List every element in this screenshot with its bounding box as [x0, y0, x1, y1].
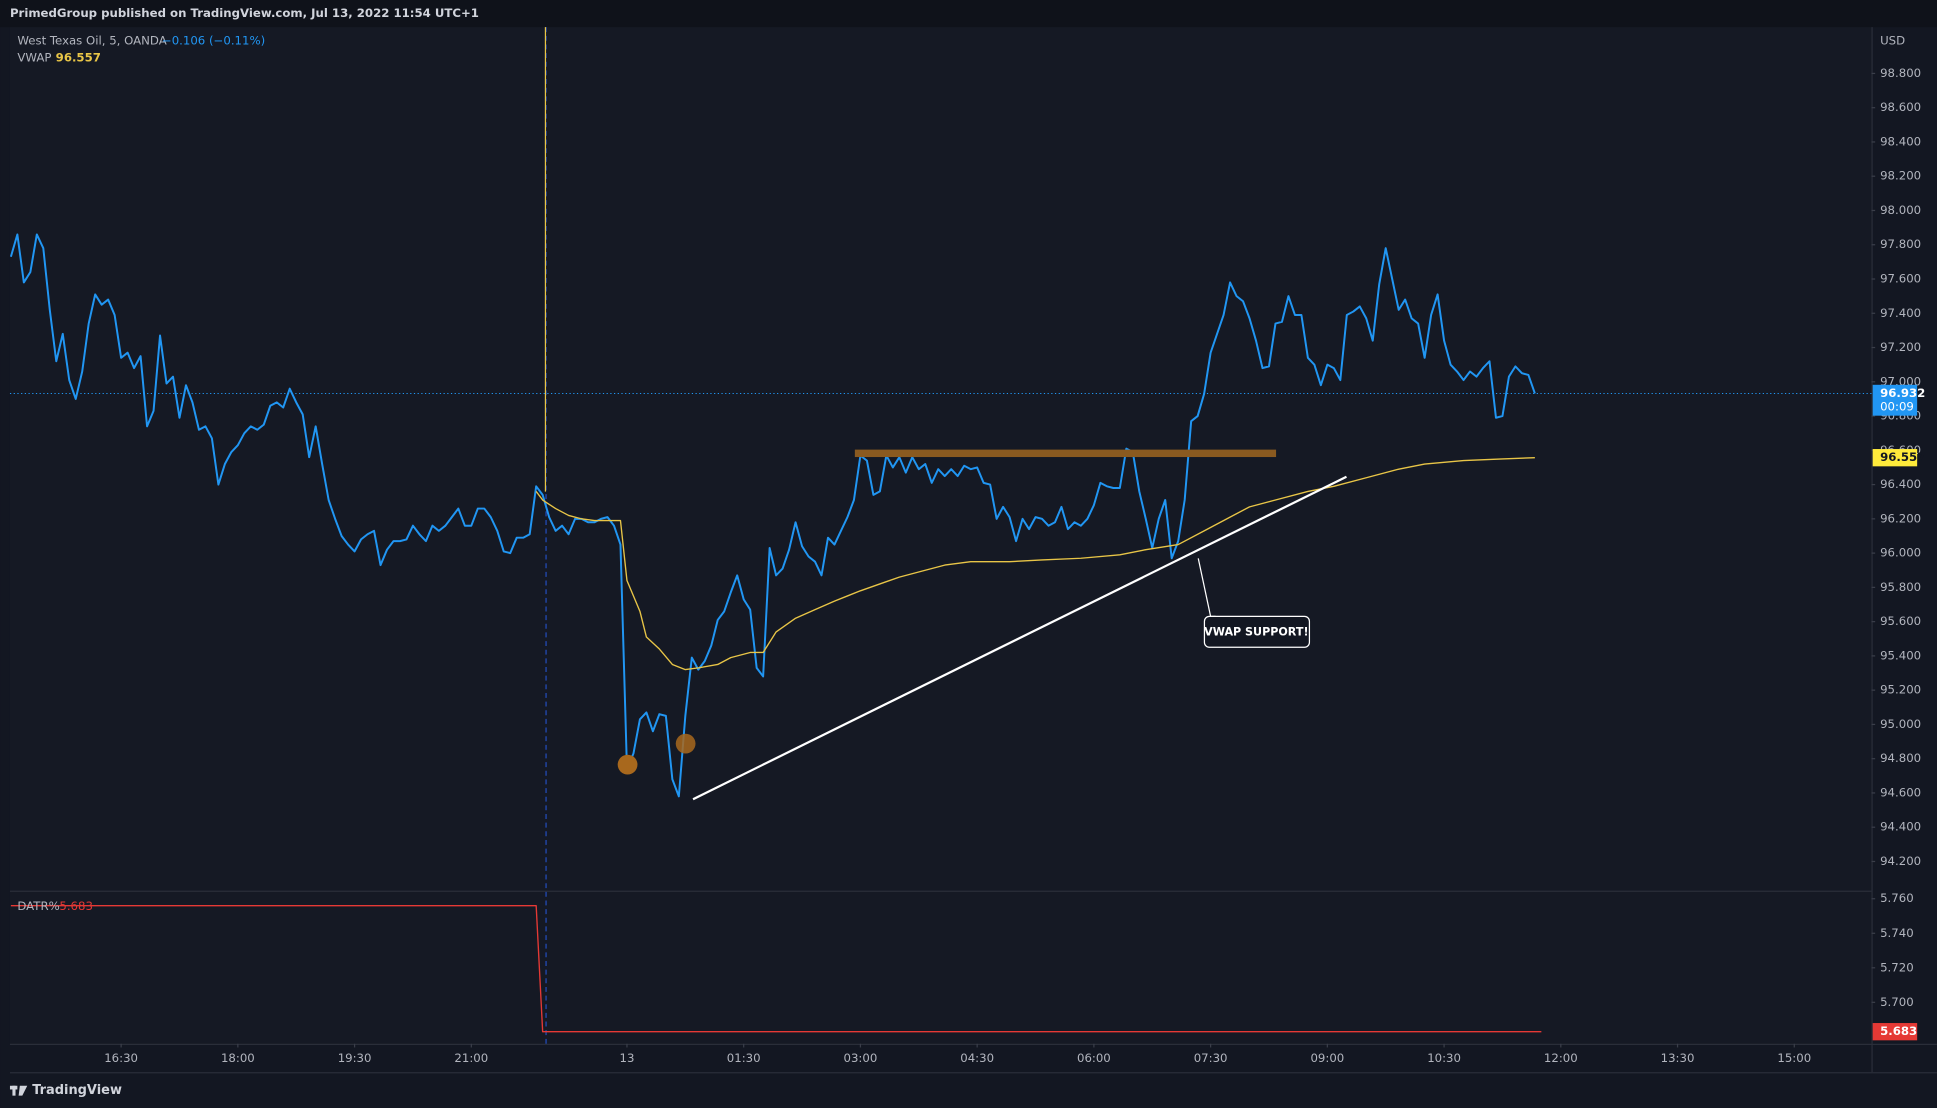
x-tick-label: 21:00	[454, 1051, 488, 1065]
top-bar	[0, 0, 1937, 28]
value-tag	[1872, 1023, 1918, 1041]
y-tick-label: 94.200	[1880, 854, 1921, 868]
last-price-tag	[1872, 384, 1918, 416]
y-tick-label: 95.600	[1880, 614, 1921, 628]
y-tick-label: 97.000	[1880, 374, 1921, 388]
y-tick-label: 98.400	[1880, 134, 1921, 148]
x-tick-label: 13	[619, 1051, 634, 1065]
last-price-label: 96.932	[1880, 386, 1925, 400]
y-tick-label: 98.200	[1880, 169, 1921, 183]
value-tag-label: 5.683	[1880, 1024, 1917, 1038]
y-tick-label: 5.740	[1880, 926, 1914, 940]
series-line	[535, 457, 1535, 671]
x-tick-label: 03:00	[844, 1051, 878, 1065]
highlight-circle	[617, 754, 638, 775]
logo-part	[12, 1085, 16, 1096]
series-line	[10, 904, 1542, 1033]
y-tick-label: 5.700	[1880, 995, 1914, 1009]
y-tick-label: 95.800	[1880, 580, 1921, 594]
logo-part	[18, 1085, 28, 1096]
vwap-legend-value: 96.557	[56, 51, 101, 65]
y-tick-label: 97.600	[1880, 272, 1921, 286]
series-line	[9, 233, 1536, 798]
x-tick-label: 01:30	[727, 1051, 761, 1065]
x-tick-label: 04:30	[960, 1051, 994, 1065]
price-change: −0.106 (−0.11%)	[162, 33, 265, 47]
value-tag-label: 96.557	[1880, 450, 1925, 464]
y-tick-label: 5.760	[1880, 891, 1914, 905]
symbol-legend: West Texas Oil, 5, OANDA	[17, 33, 166, 47]
y-tick-label: 94.600	[1880, 785, 1921, 799]
x-tick-label: 09:00	[1310, 1051, 1344, 1065]
x-tick-label: 16:30	[104, 1051, 138, 1065]
y-tick-label: 95.000	[1880, 717, 1921, 731]
brand-logo	[9, 1085, 28, 1096]
currency: USD	[1880, 33, 1905, 47]
y-tick-label: 97.400	[1880, 306, 1921, 320]
y-tick-label: 97.800	[1880, 237, 1921, 251]
value-tag	[1872, 449, 1918, 467]
x-tick-label: 12:00	[1544, 1051, 1578, 1065]
plot	[9, 233, 1872, 1033]
y-tick-label: 95.400	[1880, 648, 1921, 662]
datr-legend: DATR%	[17, 899, 59, 913]
datr-legend-value: 5.683	[59, 899, 93, 913]
countdown: 00:09	[1880, 400, 1914, 414]
plot-area	[9, 27, 1872, 1044]
y-tick-label: 94.800	[1880, 751, 1921, 765]
y-tick-label: 96.200	[1880, 511, 1921, 525]
callout-text: VWAP SUPPORT!	[1204, 625, 1308, 638]
y-tick-label: 94.400	[1880, 820, 1921, 834]
publisher: PrimedGroup published on TradingView.com…	[10, 6, 479, 20]
callout-box	[1203, 615, 1311, 648]
trend-line	[692, 475, 1347, 801]
vwap-legend: VWAP	[17, 51, 51, 65]
y-tick-label: 5.720	[1880, 960, 1914, 974]
y-tick-label: 96.400	[1880, 477, 1921, 491]
y-tick-label: 98.800	[1880, 66, 1921, 80]
y-tick-label: 95.200	[1880, 683, 1921, 697]
y-tick-label: 98.600	[1880, 100, 1921, 114]
y-tick-label: 98.000	[1880, 203, 1921, 217]
y-tick-label: 97.200	[1880, 340, 1921, 354]
x-tick-label: 07:30	[1194, 1051, 1228, 1065]
x-tick-label: 13:30	[1661, 1051, 1695, 1065]
x-tick-label: 10:30	[1427, 1051, 1461, 1065]
highlight-circle	[675, 733, 696, 754]
x-tick-label: 19:30	[338, 1051, 372, 1065]
x-tick-label: 18:00	[221, 1051, 255, 1065]
brand: TradingView	[32, 1083, 122, 1098]
resistance-zone	[854, 449, 1277, 458]
y-tick-label: 96.000	[1880, 546, 1921, 560]
x-tick-label: 15:00	[1777, 1051, 1811, 1065]
x-tick-label: 06:00	[1077, 1051, 1111, 1065]
